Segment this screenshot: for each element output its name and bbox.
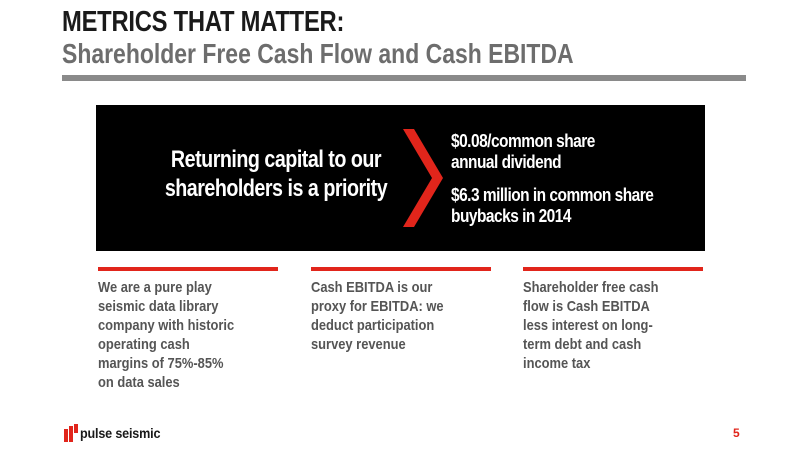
banner-detail-line: $0.08/common share (451, 131, 595, 151)
logo-wordmark: pulse seismic (80, 425, 161, 441)
priority-banner: Returning capital to our shareholders is… (96, 105, 705, 251)
column-line: on data sales (98, 374, 180, 391)
column-text: We are a pure play seismic data library … (98, 278, 270, 392)
column-pure-play: We are a pure play seismic data library … (98, 267, 278, 392)
column-text: Cash EBITDA is our proxy for EBITDA: we … (311, 278, 483, 354)
banner-detail-buyback: $6.3 million in common share buybacks in… (451, 185, 683, 227)
slide-subtitle: Shareholder Free Cash Flow and Cash EBIT… (62, 38, 574, 69)
column-divider (311, 267, 491, 271)
column-line: less interest on long- (523, 317, 653, 334)
pulse-logo-icon (64, 424, 78, 442)
banner-headline-line: shareholders is a priority (164, 175, 388, 202)
column-line: deduct participation (311, 317, 435, 334)
column-divider (98, 267, 278, 271)
banner-details: $0.08/common share annual dividend $6.3 … (451, 131, 721, 239)
chevron-right-icon (403, 129, 443, 227)
column-line: seismic data library (98, 298, 219, 315)
column-line: survey revenue (311, 336, 406, 353)
banner-detail-line: buybacks in 2014 (451, 206, 571, 226)
banner-headline: Returning capital to our shareholders is… (128, 145, 423, 203)
column-line: flow is Cash EBITDA (523, 298, 650, 315)
pulse-seismic-logo: pulse seismic (64, 423, 169, 443)
column-line: proxy for EBITDA: we (311, 298, 444, 315)
column-line: We are a pure play (98, 279, 212, 296)
page-number: 5 (733, 426, 740, 440)
column-line: operating cash (98, 336, 190, 353)
banner-detail-line: annual dividend (451, 152, 562, 172)
column-cash-ebitda: Cash EBITDA is our proxy for EBITDA: we … (311, 267, 491, 354)
column-line: company with historic (98, 317, 235, 334)
column-divider (523, 267, 703, 271)
banner-detail-dividend: $0.08/common share annual dividend (451, 131, 683, 173)
banner-headline-line: Returning capital to our (170, 146, 382, 173)
title-divider (62, 75, 746, 81)
column-text: Shareholder free cash flow is Cash EBITD… (523, 278, 695, 373)
column-line: Cash EBITDA is our (311, 279, 433, 296)
column-line: income tax (523, 355, 591, 372)
column-line: Shareholder free cash (523, 279, 659, 296)
banner-detail-line: $6.3 million in common share (451, 185, 654, 205)
column-line: margins of 75%-85% (98, 355, 224, 372)
column-free-cash-flow: Shareholder free cash flow is Cash EBITD… (523, 267, 703, 373)
column-line: term debt and cash (523, 336, 642, 353)
slide-title: METRICS THAT MATTER: (62, 6, 345, 38)
